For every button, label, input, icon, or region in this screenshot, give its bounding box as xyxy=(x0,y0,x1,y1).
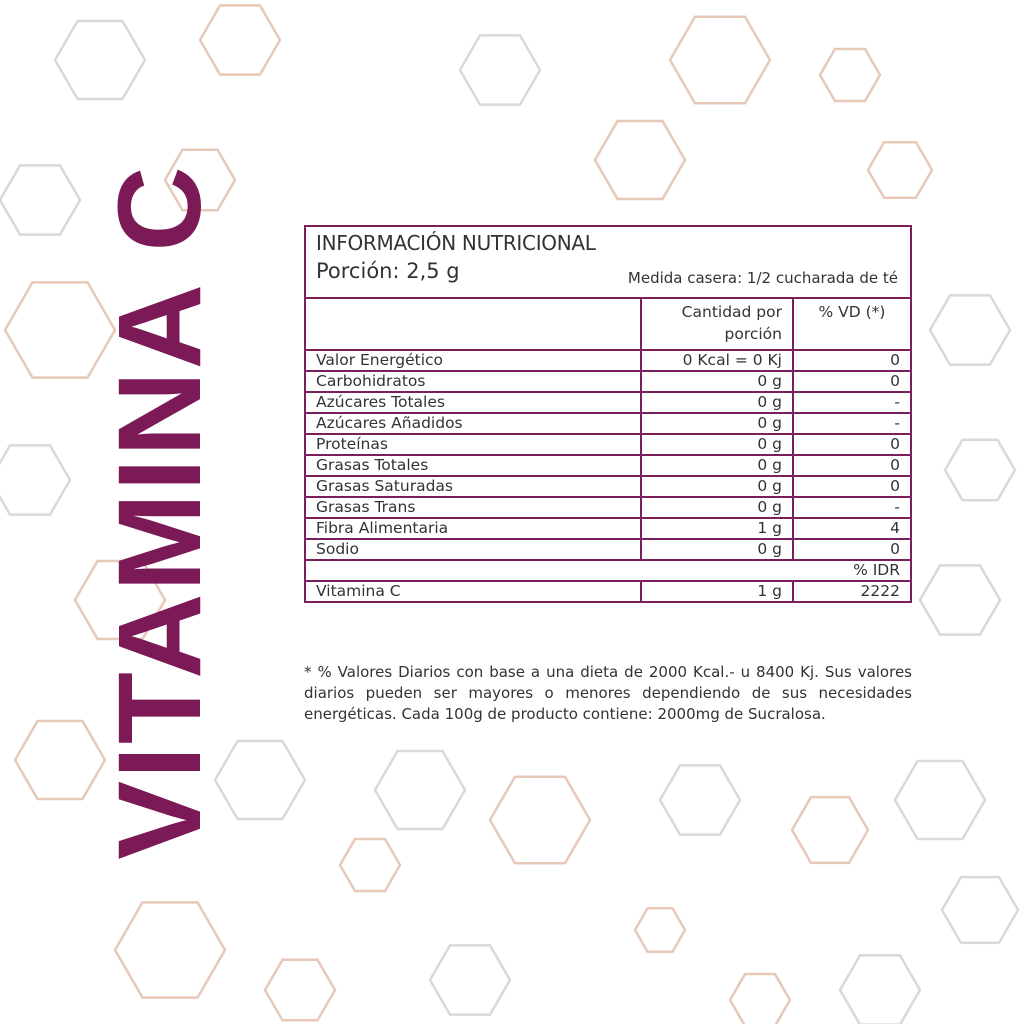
product-title: VITAMINA C xyxy=(94,164,226,860)
hexagon-shape xyxy=(73,559,167,641)
nutrient-amount: 0 g xyxy=(640,391,794,414)
table-row: Azúcares Añadidos 0 g- xyxy=(306,412,910,435)
hexagon-shape xyxy=(943,438,1017,502)
hexagon-shape xyxy=(198,4,282,76)
vitamin-amount: 1 g xyxy=(640,580,794,601)
nutrient-name: Azúcares Añadidos xyxy=(306,412,642,435)
hexagon-shape xyxy=(13,719,107,801)
nutrient-name: Fibra Alimentaria xyxy=(306,517,642,540)
col-amount: Cantidad por porción xyxy=(640,299,794,350)
nutrient-amount: 0 g xyxy=(640,454,794,477)
nutrient-name: Grasas Totales xyxy=(306,454,642,477)
nutrient-name: Valor Energético xyxy=(306,349,642,372)
hexagon-shape xyxy=(928,294,1012,366)
hexagon-shape xyxy=(728,972,792,1024)
hexagon-shape xyxy=(668,15,772,105)
hexagon-shape xyxy=(488,775,592,865)
nutrient-vd: 0 xyxy=(792,433,910,456)
hexagon-shape xyxy=(633,907,687,953)
col-vd: % VD (*) xyxy=(792,299,910,350)
hexagon-shape xyxy=(0,164,82,236)
hexagon-shape xyxy=(593,119,687,201)
table-row: Grasas Trans 0 g- xyxy=(306,496,910,519)
nutrient-amount: 0 g xyxy=(640,370,794,393)
nutrient-vd: 0 xyxy=(792,475,910,498)
portion: Porción: 2,5 g xyxy=(316,259,460,283)
hexagon-shape xyxy=(838,954,922,1024)
nutrient-name: Azúcares Totales xyxy=(306,391,642,414)
nutrient-name: Grasas Saturadas xyxy=(306,475,642,498)
nutrient-vd: - xyxy=(792,391,910,414)
hexagon-shape xyxy=(3,281,117,379)
vitamin-idr: 2222 xyxy=(792,580,910,601)
hexagon-shape xyxy=(113,901,227,999)
table-row: Azúcares Totales 0 g- xyxy=(306,391,910,414)
hexagon-shape xyxy=(263,958,337,1022)
nutrient-amount: 0 g xyxy=(640,412,794,435)
hexagon-shape xyxy=(338,837,402,893)
column-header-row: Cantidad por porción % VD (*) xyxy=(306,299,910,350)
vitamin-name: Vitamina C xyxy=(306,580,642,601)
label-title: INFORMACIÓN NUTRICIONAL xyxy=(316,231,596,255)
idr-header: % IDR xyxy=(306,559,910,582)
hexagon-shape xyxy=(373,749,467,831)
nutrient-name: Carbohidratos xyxy=(306,370,642,393)
nutrient-table: Cantidad por porción % VD (*) Valor Ener… xyxy=(306,299,910,601)
nutrient-vd: - xyxy=(792,412,910,435)
household-measure: Medida casera: 1/2 cucharada de té xyxy=(627,269,898,287)
hexagon-shape xyxy=(458,34,542,106)
hexagon-shape xyxy=(818,47,882,103)
nutrient-vd: 0 xyxy=(792,454,910,477)
hexagon-shape xyxy=(918,564,1002,636)
nutrient-amount: 0 g xyxy=(640,538,794,561)
hexagon-shape xyxy=(213,739,307,821)
hexagon-shape xyxy=(163,148,237,212)
nutrient-vd: 0 xyxy=(792,538,910,561)
idr-header-row: % IDR xyxy=(306,559,910,582)
nutrition-facts-table: INFORMACIÓN NUTRICIONAL Porción: 2,5 g M… xyxy=(304,225,912,603)
nutrient-vd: 0 xyxy=(792,349,910,372)
nutrient-vd: - xyxy=(792,496,910,519)
hexagon-shape xyxy=(940,875,1020,945)
hexagon-shape xyxy=(866,141,934,199)
footnote: * % Valores Diarios con base a una dieta… xyxy=(304,663,912,723)
nutrient-amount: 0 g xyxy=(640,475,794,498)
table-row: Valor Energético 0 Kcal = 0 Kj 0 xyxy=(306,349,910,372)
hexagon-shape xyxy=(428,944,512,1016)
hexagon-shape xyxy=(790,795,870,865)
nutrient-name: Sodio xyxy=(306,538,642,561)
hexagon-shape xyxy=(53,19,147,101)
hexagon-shape xyxy=(893,759,987,841)
label-header: INFORMACIÓN NUTRICIONAL Porción: 2,5 g M… xyxy=(306,227,910,299)
hexagon-shape xyxy=(658,764,742,836)
nutrient-name: Grasas Trans xyxy=(306,496,642,519)
hexagon-shape xyxy=(0,444,72,516)
nutrient-name: Proteínas xyxy=(306,433,642,456)
nutrient-amount: 0 g xyxy=(640,496,794,519)
nutrient-amount: 0 g xyxy=(640,433,794,456)
nutrient-vd: 4 xyxy=(792,517,910,540)
nutrient-vd: 0 xyxy=(792,370,910,393)
nutrient-amount: 0 Kcal = 0 Kj xyxy=(640,349,794,372)
nutrient-amount: 1 g xyxy=(640,517,794,540)
